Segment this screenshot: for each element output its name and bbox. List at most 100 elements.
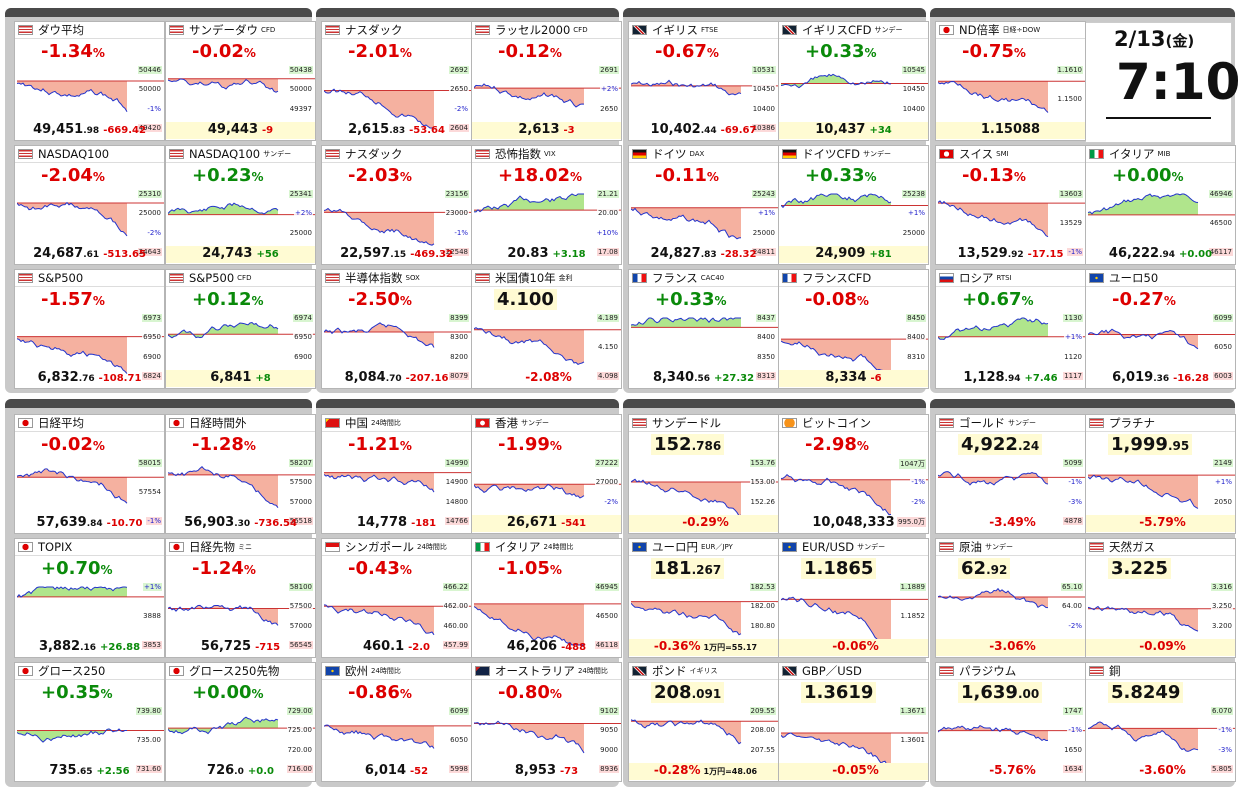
- market-tile[interactable]: 日経時間外 -1.28% 58207 57500 57000 56518 56,903.30…: [165, 414, 316, 534]
- market-tile[interactable]: ゴールド サンデー 4,922.24 5099 -1% -3% 4878 -3.49%: [935, 414, 1086, 534]
- current-price-decimals: .65: [76, 767, 93, 777]
- market-tile[interactable]: イタリア 24時間比 -1.05% 46945 46500 46118 46,206 -488: [471, 538, 622, 658]
- tile-main-value: -0.11%: [655, 165, 719, 186]
- market-tile[interactable]: イギリス FTSE -0.67% 10531 10450 10400 10386 10,402…: [628, 21, 779, 141]
- market-tile[interactable]: グロース250先物 +0.00% 729.00 725.00 720.00 716.00 7…: [165, 662, 316, 782]
- tile-header: 日経先物 ミニ: [166, 539, 315, 556]
- market-tile[interactable]: 日経先物 ミニ -1.24% 58100 57500 57000 56545 56,725 -7…: [165, 538, 316, 658]
- market-tile[interactable]: オーストラリア 24時間比 -0.80% 9102 9050 9000 8936 8,953-…: [471, 662, 622, 782]
- tile-main-value: 62.92: [958, 558, 1011, 579]
- sparkline-area: [324, 208, 434, 246]
- main-value-text: 181: [654, 558, 692, 579]
- sparkline-line: [631, 207, 742, 240]
- market-tile[interactable]: ダウ平均 -1.34% 50446 50000 -1% 49420 49,451.98 -66…: [14, 21, 165, 141]
- market-tile[interactable]: 恐怖指数 VIX +18.02% 21.21 20.00 +10% 17.08 20.83 +3…: [471, 145, 622, 265]
- main-value-unit: %: [251, 170, 264, 184]
- market-tile[interactable]: ロシア RTSI +0.67% 1130 +1% 1120 1117 1,128.94 +7.4…: [935, 269, 1086, 389]
- market-tile[interactable]: ナスダック -2.01% 2692 2650 -2% 2604 2,615.83 -53.64: [321, 21, 472, 141]
- us-flag-icon: [18, 25, 33, 35]
- tile-main-value: 4,922.24: [958, 434, 1043, 455]
- market-tile[interactable]: イギリスCFDサンデー+0.33%1054510450104001038010,…: [778, 21, 929, 141]
- sparkline-area: [168, 466, 278, 508]
- market-tile[interactable]: S&P500 -1.57% 6973 6950 6900 6824 6,832.76 -108…: [14, 269, 165, 389]
- market-tile[interactable]: 中国 24時間比 -1.21% 14990 14900 14800 14766 14,778-…: [321, 414, 472, 534]
- tile-subtitle: イギリス: [689, 667, 718, 675]
- scale-label: 6099: [449, 707, 469, 715]
- sparkline-chart: [1088, 474, 1235, 509]
- sparkline-line: [474, 720, 585, 754]
- current-price-decimals: .15: [390, 250, 407, 260]
- main-value-text: -0.02: [192, 41, 244, 62]
- market-tile[interactable]: ユーロ50 -0.27% 6099 6050 6003 6,019.36 -16.28: [1085, 269, 1236, 389]
- current-price: 6,841: [210, 370, 252, 385]
- us-flag-icon: [18, 273, 33, 283]
- scale-label: 462.00: [442, 602, 469, 611]
- main-value-decimals: .95: [1167, 439, 1190, 453]
- market-tile[interactable]: フランス CAC40 +0.33% 8437 8400 8350 8313 8,340.56 +…: [628, 269, 779, 389]
- main-value-unit: %: [570, 170, 583, 184]
- market-tile[interactable]: ドイツCFDサンデー+0.33%25238+1%250002480924,909…: [778, 145, 929, 265]
- market-tile[interactable]: ユーロ円EUR／JPY181.267182.53182.00180.80-1%-…: [628, 538, 779, 658]
- gb-flag-icon: [782, 25, 797, 35]
- date-label: 2/13(金): [1114, 27, 1194, 51]
- market-tile[interactable]: ドイツ DAX -0.11% 25243 +1% 25000 24811 24,827.83-…: [628, 145, 779, 265]
- us-flag-icon: [325, 149, 340, 159]
- market-tile[interactable]: TOPIX +0.70% +1% 3888 3853 3,882.16 +26.88: [14, 538, 165, 658]
- market-tile[interactable]: 欧州 24時間比 -0.86% 6099 6050 5998 6,014 -52: [321, 662, 472, 782]
- tile-footer: 735.65 +2.56: [15, 763, 164, 780]
- fr-flag-icon: [782, 273, 797, 283]
- fr-flag-icon: [632, 273, 647, 283]
- market-tile[interactable]: EUR/USDサンデー1.18651.18891.18521.1800-0.06…: [778, 538, 929, 658]
- price-change: -5.79%: [1139, 515, 1186, 529]
- market-tile[interactable]: 日経平均 -0.02% 58015 57554 -1% 57,639.84 -10.70: [14, 414, 165, 534]
- yen-conversion-note: 1万円=55.17: [703, 643, 758, 652]
- tile-subtitle: CFD: [237, 274, 252, 282]
- tile-subtitle: 24時間比: [371, 419, 401, 427]
- sparkline-area: [631, 80, 741, 95]
- market-tile[interactable]: ポンドイギリス208.091209.55208.00207.55207.00-0…: [628, 662, 779, 782]
- scale-label: 729.00: [286, 707, 313, 715]
- market-tile[interactable]: イタリア MIB +0.00% 46946 46500 46117 46,222.94 +0.…: [1085, 145, 1236, 265]
- market-tile[interactable]: シンガポール 24時間比 -0.43% 466.22 462.00 460.00 457.9…: [321, 538, 472, 658]
- market-tile[interactable]: ND倍率日経÷DOW-0.75%1.16101.15001.13841.1508…: [935, 21, 1086, 141]
- scale-label: 9050: [599, 726, 619, 735]
- main-value-text: -0.13: [962, 165, 1014, 186]
- eu-flag-icon: [1089, 273, 1104, 283]
- market-tile[interactable]: 銅 5.8249 6.070 -1% -3% 5.805 -3.60%: [1085, 662, 1236, 782]
- market-tile[interactable]: ナスダック -2.03% 23156 23000 -1% 22548 22,597.15 -4…: [321, 145, 472, 265]
- us-flag-icon: [939, 418, 954, 428]
- scale-label: 10531: [751, 66, 776, 74]
- market-tile[interactable]: ビットコイン -2.98% 1047万 -1% -2% 995.0万 10,048,333: [778, 414, 929, 534]
- main-value-unit: %: [399, 294, 412, 308]
- market-tile[interactable]: 米国債10年 金利 4.100 4.189 4.150 4.098 -2.08%: [471, 269, 622, 389]
- market-tile[interactable]: NASDAQ100 -2.04% 25310 25000 -2% 24643 24,687.…: [14, 145, 165, 265]
- scale-label: 57000: [288, 621, 313, 630]
- tile-header: ポンド イギリス: [629, 663, 778, 680]
- scale-label: 65.10: [1060, 583, 1083, 591]
- main-value-text: 1,639: [961, 682, 1018, 703]
- market-tile[interactable]: グロース250 +0.35% 739.80 735.00 731.60 735.65 +2.…: [14, 662, 165, 782]
- price-change: -3.60%: [1139, 763, 1186, 777]
- sparkline-chart: [781, 73, 928, 89]
- market-tile[interactable]: サンデーダウCFD-0.02%5043850000493974900049,44…: [165, 21, 316, 141]
- tile-main-value: -0.27%: [1112, 289, 1176, 310]
- market-tile[interactable]: NASDAQ100サンデー+0.23%25341+2%250002464424,…: [165, 145, 316, 265]
- market-tile[interactable]: スイス SMI -0.13% 13603 13529 -1% 13,529.92 -17.15: [935, 145, 1086, 265]
- current-price-decimals: .44: [700, 126, 717, 136]
- tile-name: 天然ガス: [1109, 540, 1155, 554]
- market-tile[interactable]: 半導体指数 SOX -2.50% 8399 8300 8200 8079 8,084.70 -2…: [321, 269, 472, 389]
- sparkline-line: [17, 338, 128, 374]
- jp-flag-icon: [18, 542, 33, 552]
- market-tile[interactable]: パラジウム 1,639.00 1747 -1% 1650 1634 -5.76%: [935, 662, 1086, 782]
- tile-footer: 8,084.70 -207.16: [322, 370, 471, 387]
- main-value-text: 62: [961, 558, 987, 579]
